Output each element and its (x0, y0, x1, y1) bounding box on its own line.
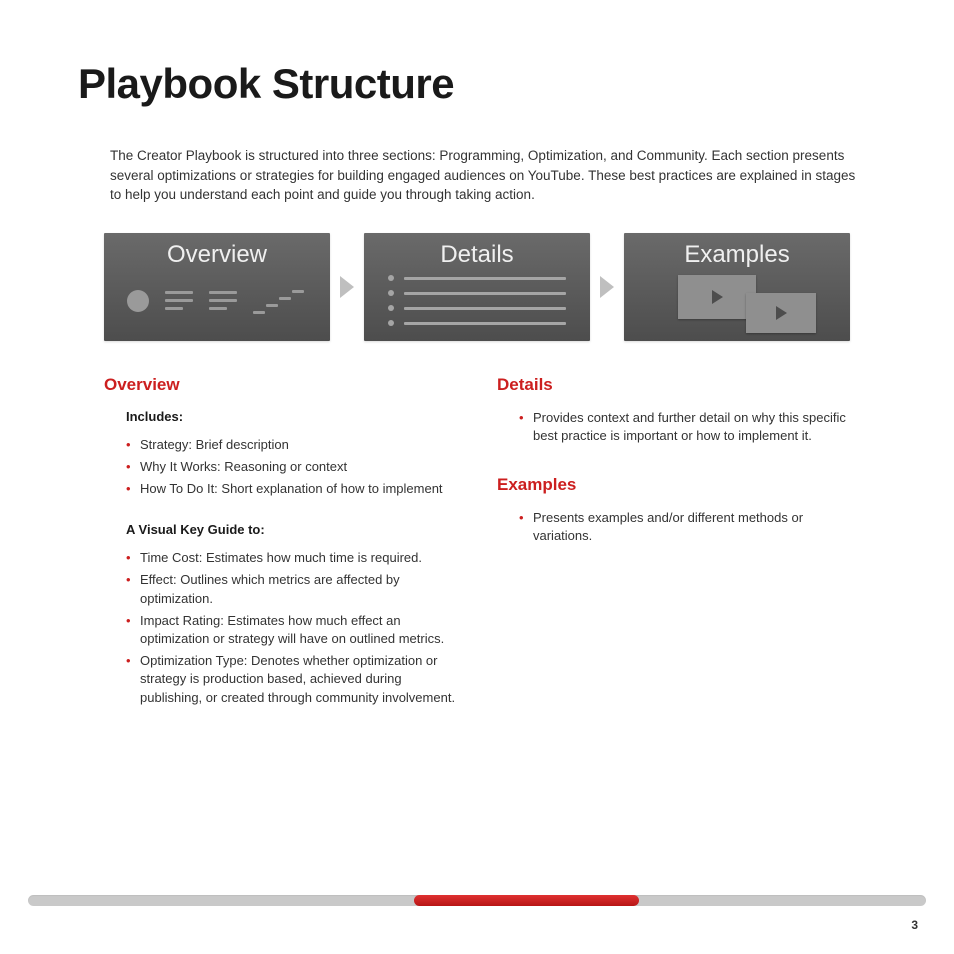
glyph-lines-icon (165, 291, 193, 310)
card-details: Details (364, 233, 590, 341)
glyph-lines-icon (209, 291, 237, 310)
page-title: Playbook Structure (78, 60, 874, 108)
list-item: Optimization Type: Denotes whether optim… (126, 652, 457, 707)
page: Playbook Structure The Creator Playbook … (0, 0, 954, 711)
video-thumb-icon (746, 293, 816, 333)
arrow-icon (340, 276, 354, 298)
visual-key-list: Time Cost: Estimates how much time is re… (126, 549, 457, 707)
card-examples-title: Examples (684, 241, 789, 269)
list-item: Time Cost: Estimates how much time is re… (126, 549, 457, 567)
two-column-content: Overview Includes: Strategy: Brief descr… (80, 375, 874, 711)
intro-paragraph: The Creator Playbook is structured into … (80, 146, 874, 205)
right-column: Details Provides context and further det… (497, 375, 850, 711)
cards-row: Overview Details (80, 233, 874, 341)
list-item: Impact Rating: Estimates how much effect… (126, 612, 457, 648)
list-item: Presents examples and/or different metho… (519, 509, 850, 545)
video-thumb-icon (678, 275, 756, 319)
footer-progress-bar (28, 895, 926, 906)
overview-column: Overview Includes: Strategy: Brief descr… (104, 375, 457, 711)
includes-label: Includes: (126, 409, 457, 424)
card-overview-title: Overview (167, 241, 267, 269)
card-examples-glyphs (624, 269, 850, 341)
list-item: Provides context and further detail on w… (519, 409, 850, 445)
page-number: 3 (911, 918, 918, 932)
list-item: Effect: Outlines which metrics are affec… (126, 571, 457, 607)
details-list: Provides context and further detail on w… (519, 409, 850, 445)
card-overview: Overview (104, 233, 330, 341)
card-overview-glyphs (104, 269, 330, 341)
card-details-glyphs (364, 269, 590, 341)
list-item: Why It Works: Reasoning or context (126, 458, 457, 476)
examples-heading: Examples (497, 475, 850, 495)
glyph-chart-icon (253, 286, 307, 316)
list-item: Strategy: Brief description (126, 436, 457, 454)
includes-list: Strategy: Brief description Why It Works:… (126, 436, 457, 499)
glyph-circle-icon (127, 290, 149, 312)
overview-heading: Overview (104, 375, 457, 395)
visual-key-label: A Visual Key Guide to: (126, 522, 457, 537)
list-item: How To Do It: Short explanation of how t… (126, 480, 457, 498)
footer-progress-fill (414, 895, 639, 906)
card-examples: Examples (624, 233, 850, 341)
details-heading: Details (497, 375, 850, 395)
card-details-title: Details (440, 241, 513, 269)
examples-list: Presents examples and/or different metho… (519, 509, 850, 545)
arrow-icon (600, 276, 614, 298)
